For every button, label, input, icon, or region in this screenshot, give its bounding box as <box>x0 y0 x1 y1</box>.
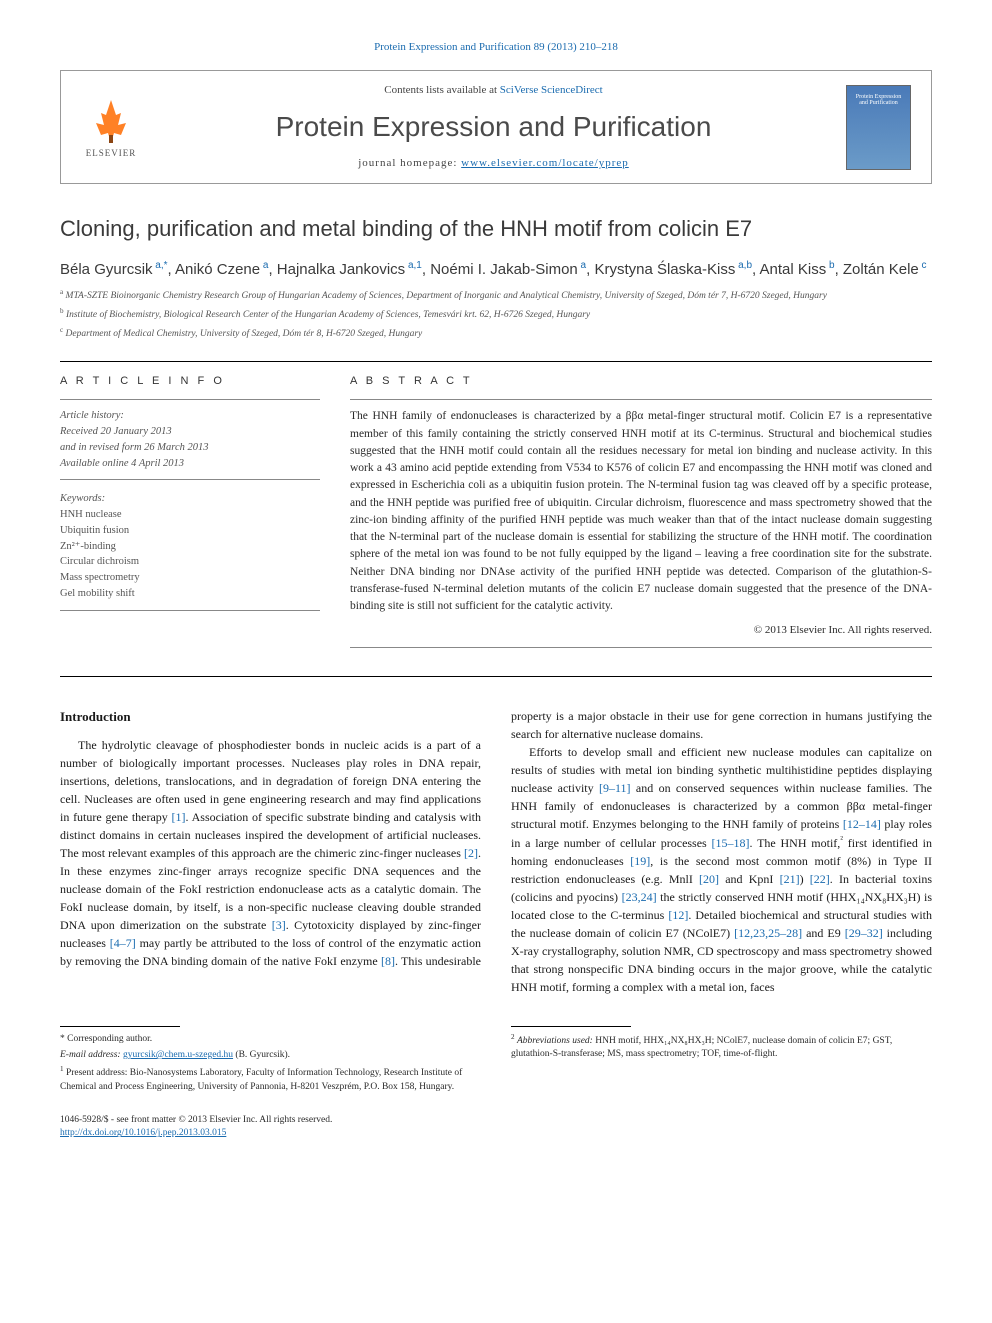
ref-link[interactable]: [1] <box>172 810 186 824</box>
footer-info: 1046-5928/$ - see front matter © 2013 El… <box>60 1114 932 1141</box>
keyword: Ubiquitin fusion <box>60 523 320 539</box>
ref-link[interactable]: [12] <box>668 908 688 922</box>
footnote-1: 1 Present address: Bio-Nanosystems Labor… <box>60 1065 481 1094</box>
keyword: Zn²⁺-binding <box>60 539 320 555</box>
affiliations: a MTA-SZTE Bioinorganic Chemistry Resear… <box>60 288 932 341</box>
text: Present address: Bio-Nanosystems Laborat… <box>60 1069 462 1092</box>
abbrev-label: Abbreviations used: <box>517 1036 593 1046</box>
thin-divider <box>60 479 320 480</box>
affiliation: c Department of Medical Chemistry, Unive… <box>60 326 932 341</box>
received-date: Received 20 January 2013 <box>60 424 320 440</box>
online-date: Available online 4 April 2013 <box>60 456 320 472</box>
ref-link[interactable]: [12,23,25–28] <box>734 926 802 940</box>
text: and KpnI <box>719 872 780 886</box>
keywords-label: Keywords: <box>60 492 320 507</box>
footnote-rule <box>60 1026 180 1027</box>
footnotes-section: * Corresponding author. E-mail address: … <box>60 1026 932 1094</box>
contents-prefix: Contents lists available at <box>384 84 499 96</box>
abstract-header: A B S T R A C T <box>350 374 932 389</box>
ref-link[interactable]: [4–7] <box>110 936 136 950</box>
text: ) <box>800 872 810 886</box>
abstract-text: The HNH family of endonucleases is chara… <box>350 408 932 615</box>
ref-link[interactable]: [15–18] <box>712 836 750 850</box>
ref-link[interactable]: [9–11] <box>599 781 631 795</box>
homepage-prefix: journal homepage: <box>358 157 461 169</box>
keyword: Gel mobility shift <box>60 586 320 602</box>
corresponding-author: * Corresponding author. <box>60 1033 481 1046</box>
homepage-link[interactable]: www.elsevier.com/locate/yprep <box>461 157 629 169</box>
abstract-copyright: © 2013 Elsevier Inc. All rights reserved… <box>350 623 932 638</box>
section-divider <box>60 676 932 677</box>
cover-title: Protein Expression and Purification <box>851 94 906 107</box>
history-label: Article history: <box>60 408 320 424</box>
text: (B. Gyurcsik). <box>233 1050 290 1060</box>
ref-link[interactable]: [23,24] <box>622 890 657 904</box>
issn-line: 1046-5928/$ - see front matter © 2013 El… <box>60 1114 932 1127</box>
affiliation: a MTA-SZTE Bioinorganic Chemistry Resear… <box>60 288 932 303</box>
page-container: Protein Expression and Purification 89 (… <box>0 0 992 1181</box>
sciencedirect-link[interactable]: SciVerse ScienceDirect <box>500 84 603 96</box>
doi-link[interactable]: http://dx.doi.org/10.1016/j.pep.2013.03.… <box>60 1128 226 1138</box>
text: . The HNH motif, <box>750 836 841 850</box>
footnote-rule <box>511 1026 631 1027</box>
email-line: E-mail address: gyurcsik@chem.u-szeged.h… <box>60 1049 481 1062</box>
email-link[interactable]: gyurcsik@chem.u-szeged.hu <box>123 1050 233 1060</box>
article-info-header: A R T I C L E I N F O <box>60 374 320 389</box>
ref-link[interactable]: [12–14] <box>843 817 881 831</box>
right-footnotes: 2 Abbreviations used: HNH motif, HHX₁₄NX… <box>511 1026 932 1062</box>
keyword: Mass spectrometry <box>60 570 320 586</box>
introduction-heading: Introduction <box>60 707 481 727</box>
journal-name: Protein Expression and Purification <box>141 107 846 146</box>
thin-divider <box>60 610 320 611</box>
journal-cover-thumbnail: Protein Expression and Purification <box>846 85 911 170</box>
authors-list: Béla Gyurcsik a,*, Anikó Czene a, Hajnal… <box>60 259 932 280</box>
ref-link[interactable]: [2] <box>464 846 478 860</box>
ref-link[interactable]: [29–32] <box>845 926 883 940</box>
thin-divider <box>350 399 932 400</box>
elsevier-tree-icon <box>86 95 136 145</box>
affiliation: b Institute of Biochemistry, Biological … <box>60 307 932 322</box>
email-label: E-mail address: <box>60 1050 123 1060</box>
ref-link[interactable]: [3] <box>272 918 286 932</box>
revised-date: and in revised form 26 March 2013 <box>60 440 320 456</box>
info-abstract-row: A R T I C L E I N F O Article history: R… <box>60 374 932 656</box>
left-footnotes: * Corresponding author. E-mail address: … <box>60 1026 481 1094</box>
article-title: Cloning, purification and metal binding … <box>60 214 932 245</box>
header-center: Contents lists available at SciVerse Sci… <box>141 83 846 171</box>
intro-para-2: Efforts to develop small and efficient n… <box>511 743 932 996</box>
contents-line: Contents lists available at SciVerse Sci… <box>141 83 846 98</box>
text: Corresponding author. <box>65 1034 152 1044</box>
ref-link[interactable]: [8] <box>381 954 395 968</box>
journal-reference: Protein Expression and Purification 89 (… <box>60 40 932 55</box>
thin-divider <box>350 647 932 648</box>
keywords-list: HNH nucleaseUbiquitin fusionZn²⁺-binding… <box>60 507 320 602</box>
footnote-mark: 2 <box>511 1033 515 1041</box>
body-section: Introduction The hydrolytic cleavage of … <box>60 707 932 996</box>
ref-link[interactable]: [20] <box>699 872 719 886</box>
journal-header-box: ELSEVIER Contents lists available at Sci… <box>60 70 932 184</box>
ref-link[interactable]: [22] <box>810 872 830 886</box>
text: and E9 <box>802 926 845 940</box>
article-info-column: A R T I C L E I N F O Article history: R… <box>60 374 320 656</box>
ref-link[interactable]: [19] <box>630 854 650 868</box>
thin-divider <box>60 399 320 400</box>
keyword: Circular dichroism <box>60 554 320 570</box>
ref-link[interactable]: [21] <box>780 872 800 886</box>
elsevier-logo: ELSEVIER <box>81 92 141 162</box>
elsevier-name: ELSEVIER <box>86 147 137 160</box>
homepage-line: journal homepage: www.elsevier.com/locat… <box>141 156 846 171</box>
abstract-column: A B S T R A C T The HNH family of endonu… <box>350 374 932 656</box>
section-divider <box>60 361 932 362</box>
article-history: Article history: Received 20 January 201… <box>60 408 320 471</box>
footnote-2: 2 Abbreviations used: HNH motif, HHX₁₄NX… <box>511 1033 932 1062</box>
keyword: HNH nuclease <box>60 507 320 523</box>
